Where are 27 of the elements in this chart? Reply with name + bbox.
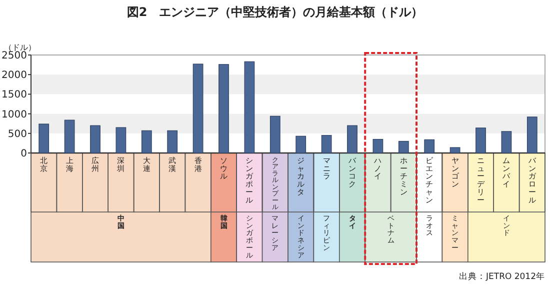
y-tick-label: 1000	[2, 109, 27, 120]
y-axis-title: （ドル）	[4, 43, 36, 52]
bar	[424, 139, 435, 154]
bar	[270, 116, 280, 154]
bar	[372, 138, 384, 154]
bar	[64, 120, 75, 154]
bar	[398, 140, 409, 154]
y-tick-label: 2000	[2, 70, 27, 82]
source-note: 出典：JETRO 2012年	[459, 271, 545, 282]
bar	[141, 130, 152, 154]
bar	[38, 124, 50, 154]
y-tick-label: 500	[8, 128, 27, 140]
bar	[501, 131, 512, 154]
bar	[192, 64, 204, 154]
bar	[526, 116, 538, 154]
chart-title: 図2 エンジニア（中堅技術者）の月給基本額（ドル）	[126, 5, 424, 19]
y-tick-label: 2500	[2, 50, 27, 62]
bar	[347, 125, 358, 154]
bar	[476, 128, 486, 154]
y-tick-label: 0	[20, 148, 27, 160]
bar	[450, 147, 460, 154]
bar	[116, 127, 126, 154]
bar	[296, 136, 306, 154]
bar	[90, 125, 100, 154]
y-tick-label: 1500	[2, 90, 27, 101]
bar	[167, 130, 178, 154]
bar	[321, 135, 332, 154]
